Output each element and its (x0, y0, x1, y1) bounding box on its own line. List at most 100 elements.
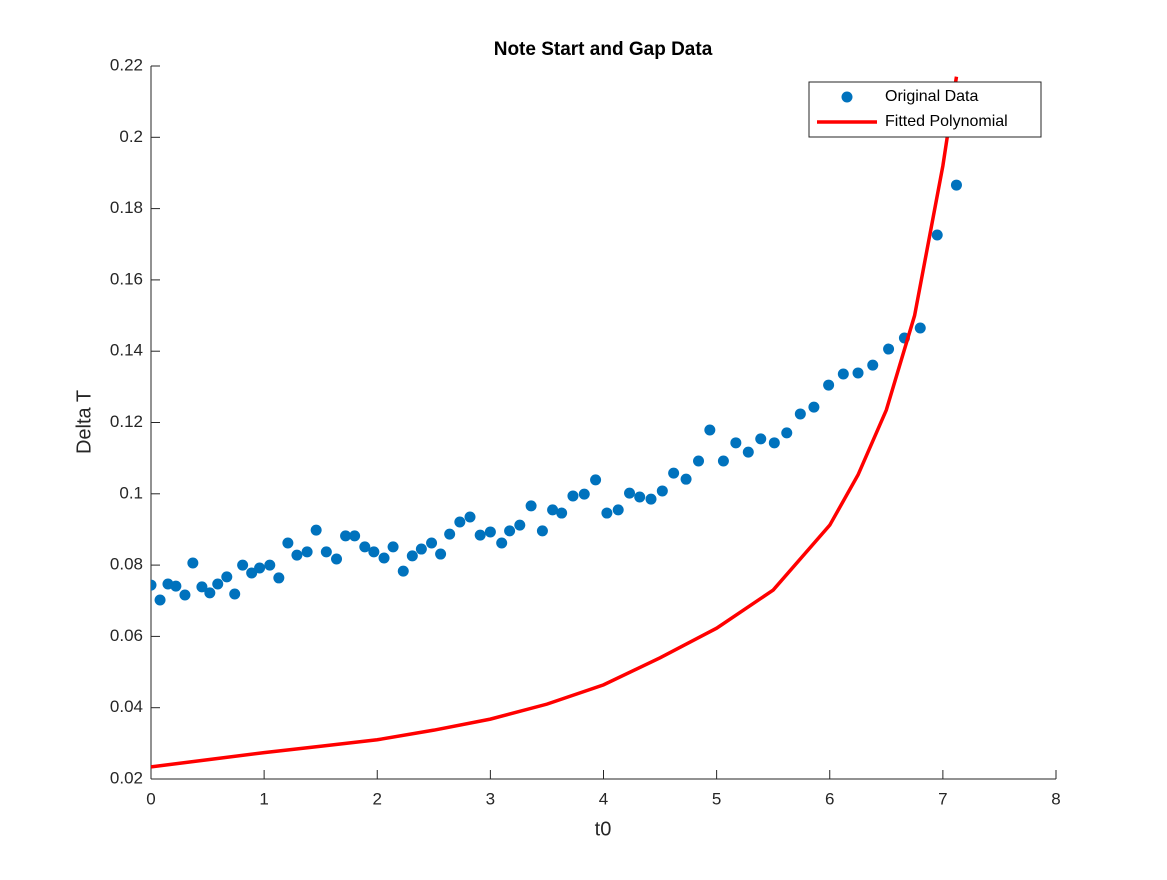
data-point (704, 424, 716, 436)
data-point (368, 546, 380, 558)
y-tick-label: 0.1 (119, 483, 143, 502)
data-point (221, 571, 233, 583)
data-point (282, 537, 294, 549)
data-point (730, 437, 742, 449)
data-point (340, 530, 352, 542)
y-tick-label: 0.06 (110, 626, 143, 645)
fit-line (151, 76, 959, 769)
data-point (359, 541, 371, 553)
data-point (645, 493, 657, 505)
data-point (755, 433, 767, 445)
data-point (320, 546, 332, 558)
data-point (931, 229, 943, 241)
data-point (496, 537, 508, 549)
x-tick-label: 6 (825, 789, 834, 808)
data-point (474, 529, 486, 541)
data-point (397, 565, 409, 577)
data-point (668, 467, 680, 479)
data-point (237, 559, 249, 571)
legend-label: Fitted Polynomial (885, 113, 1008, 130)
data-point (742, 446, 754, 458)
data-point (179, 589, 191, 601)
x-tick-label: 3 (486, 789, 495, 808)
x-tick-label: 8 (1051, 789, 1060, 808)
data-point (435, 548, 447, 560)
data-point (567, 490, 579, 502)
data-point (680, 473, 692, 485)
y-tick-label: 0.04 (110, 697, 143, 716)
data-point (634, 491, 646, 503)
data-point (151, 579, 157, 591)
plot-area (151, 76, 962, 769)
data-point (187, 557, 199, 569)
data-point (950, 179, 962, 191)
data-point (170, 580, 182, 592)
data-point (310, 524, 322, 536)
data-point (794, 408, 806, 420)
data-point (444, 528, 456, 540)
y-tick-label: 0.12 (110, 412, 143, 431)
y-tick-label: 0.2 (119, 127, 143, 146)
y-tick-label: 0.08 (110, 555, 143, 574)
data-point (693, 455, 705, 467)
y-tick-label: 0.16 (110, 269, 143, 288)
data-point (291, 549, 303, 561)
data-point (426, 537, 438, 549)
data-point (212, 578, 224, 590)
data-point (914, 322, 926, 334)
data-point (406, 550, 418, 562)
x-tick-label: 4 (599, 789, 608, 808)
data-point (464, 511, 476, 523)
legend-box (808, 81, 1042, 138)
data-point (415, 543, 427, 555)
data-point (883, 343, 895, 355)
data-point (852, 367, 864, 379)
data-point (525, 500, 537, 512)
data-point (264, 559, 276, 571)
x-tick-label: 1 (259, 789, 268, 808)
data-point (867, 359, 879, 371)
data-point (504, 525, 516, 537)
x-tick-label: 2 (373, 789, 382, 808)
x-axis-label: t0 (595, 818, 612, 840)
y-tick-label: 0.02 (110, 768, 143, 787)
data-point (454, 516, 466, 528)
data-point (229, 588, 241, 600)
data-point (536, 525, 548, 537)
x-tick-label: 7 (938, 789, 947, 808)
chart-title: Note Start and Gap Data (494, 39, 713, 60)
data-point (246, 567, 258, 579)
x-tick-label: 5 (712, 789, 721, 808)
y-tick-label: 0.14 (110, 341, 143, 360)
data-point (768, 437, 780, 449)
data-point (514, 519, 526, 531)
data-point (547, 504, 559, 516)
y-tick-label: 0.18 (110, 198, 143, 217)
data-point (387, 541, 399, 553)
data-point (556, 507, 568, 519)
x-tick-label: 0 (146, 789, 155, 808)
data-point (254, 562, 266, 574)
data-point (781, 427, 793, 439)
data-point (656, 485, 668, 497)
data-point (196, 581, 208, 593)
y-axis-label: Delta T (73, 390, 95, 454)
data-point (349, 530, 361, 542)
data-point (717, 455, 729, 467)
data-point (837, 368, 849, 380)
data-point (273, 572, 285, 584)
legend-swatch (841, 91, 853, 103)
y-tick-label: 0.22 (110, 55, 143, 74)
data-point (601, 507, 613, 519)
data-point (808, 401, 820, 413)
data-point (204, 587, 216, 599)
data-point (612, 504, 624, 516)
data-point (378, 552, 390, 564)
legend-label: Original Data (885, 88, 978, 105)
data-point (154, 594, 166, 606)
data-point (578, 488, 590, 500)
data-point (484, 526, 496, 538)
